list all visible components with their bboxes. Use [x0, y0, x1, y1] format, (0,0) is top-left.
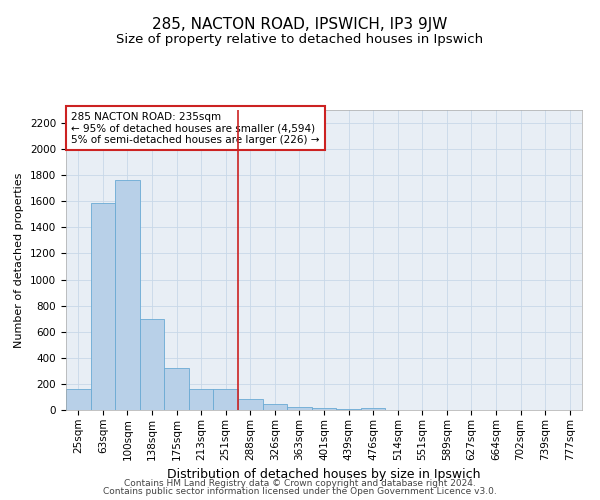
Bar: [66, 389, 91, 410]
Bar: [115, 180, 140, 410]
Bar: [214, 389, 238, 410]
Y-axis label: Number of detached properties: Number of detached properties: [14, 172, 25, 348]
Bar: [91, 202, 115, 410]
Text: Contains HM Land Registry data © Crown copyright and database right 2024.: Contains HM Land Registry data © Crown c…: [124, 478, 476, 488]
Bar: [189, 389, 214, 410]
Text: 285, NACTON ROAD, IPSWICH, IP3 9JW: 285, NACTON ROAD, IPSWICH, IP3 9JW: [152, 18, 448, 32]
Text: Contains public sector information licensed under the Open Government Licence v3: Contains public sector information licen…: [103, 487, 497, 496]
Bar: [287, 406, 312, 410]
Bar: [140, 318, 164, 410]
Bar: [238, 399, 263, 410]
X-axis label: Distribution of detached houses by size in Ipswich: Distribution of detached houses by size …: [167, 468, 481, 481]
Text: 285 NACTON ROAD: 235sqm
← 95% of detached houses are smaller (4,594)
5% of semi-: 285 NACTON ROAD: 235sqm ← 95% of detache…: [71, 112, 320, 144]
Bar: [263, 404, 287, 410]
Text: Size of property relative to detached houses in Ipswich: Size of property relative to detached ho…: [116, 32, 484, 46]
Bar: [312, 408, 336, 410]
Bar: [164, 368, 189, 410]
Bar: [336, 408, 361, 410]
Bar: [361, 408, 385, 410]
